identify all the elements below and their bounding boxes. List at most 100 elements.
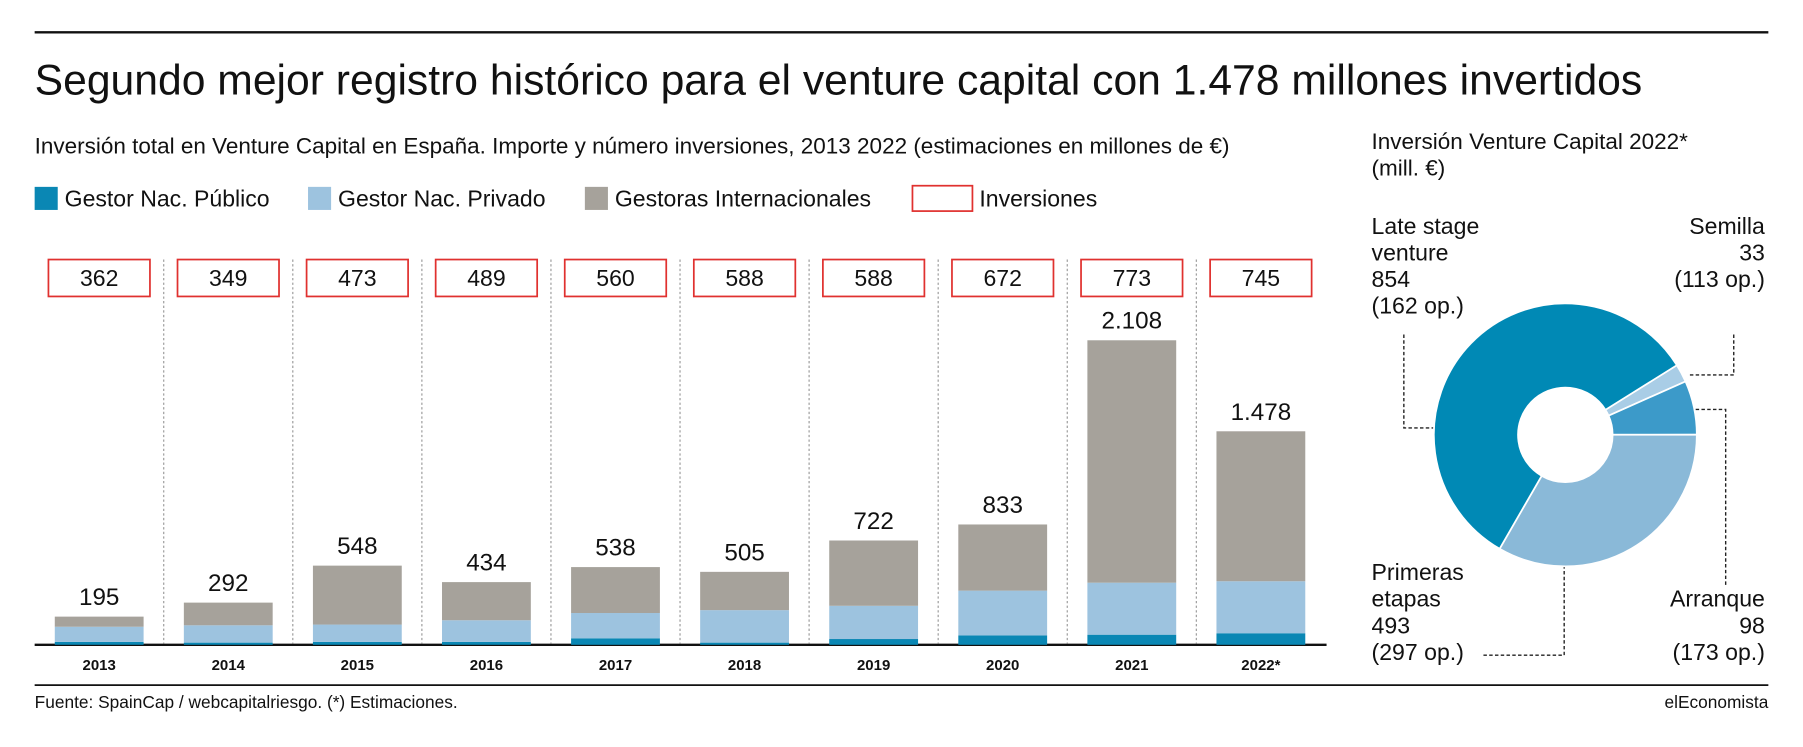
pie-label-ops: (113 op.)	[1674, 267, 1765, 293]
bar-segment	[700, 571, 789, 611]
bar-segment	[183, 642, 273, 645]
bar-segment	[1087, 340, 1177, 583]
inversiones-box	[47, 258, 151, 298]
inversiones-box	[822, 258, 926, 298]
inversiones-box	[1209, 258, 1313, 298]
leader-line	[1695, 408, 1727, 585]
legend-label: Inversiones	[979, 185, 1097, 211]
pie-label-ops: (297 op.)	[1371, 640, 1464, 666]
inversiones-label: 773	[1113, 265, 1151, 291]
pie-label-name: Late stage venture	[1371, 214, 1480, 267]
bar-segment	[700, 642, 789, 645]
inversiones-label: 489	[467, 265, 505, 291]
bar-segment	[571, 613, 660, 639]
bar-chart-title: Inversión total en Venture Capital en Es…	[35, 133, 1230, 158]
total-label: 722	[853, 508, 893, 535]
bar-segment	[1216, 581, 1306, 634]
bar-segment	[829, 639, 919, 645]
legend-label: Gestoras Internacionales	[615, 185, 871, 211]
bar-segment	[183, 625, 273, 643]
bar-segment	[829, 540, 919, 606]
inversiones-box	[434, 258, 539, 298]
bar-segment	[54, 626, 144, 642]
pie-label-value: 98	[1739, 613, 1765, 640]
inversiones-label: 588	[725, 265, 763, 291]
x-tick-label: 2017	[599, 657, 632, 674]
x-tick-label: 2020	[986, 657, 1019, 674]
pie-label: Arranque 98 (173 op.)	[1592, 587, 1765, 667]
bar-segment	[1087, 582, 1177, 635]
inversiones-label: 560	[596, 265, 634, 291]
total-label: 292	[208, 570, 248, 597]
pie-slice	[1433, 302, 1679, 550]
legend-label: Gestor Nac. Privado	[338, 185, 546, 211]
bar-segment	[312, 624, 402, 642]
bar-segment	[958, 590, 1048, 636]
total-label: 195	[79, 584, 119, 611]
pie-label-ops: (162 op.)	[1371, 294, 1464, 320]
bar-segment	[183, 602, 273, 626]
bar-segment	[1087, 634, 1177, 645]
total-label: 1.478	[1231, 399, 1292, 426]
inversiones-box	[1080, 258, 1184, 298]
total-label: 505	[724, 539, 764, 566]
inversiones-label: 672	[983, 265, 1021, 291]
pie-label-value: 493	[1371, 613, 1411, 640]
bar-segment	[54, 641, 144, 645]
bar-segment	[829, 605, 919, 640]
x-tick-label: 2022*	[1241, 657, 1280, 674]
x-tick-label: 2021	[1115, 657, 1148, 674]
legend-label: Gestor Nac. Público	[65, 185, 270, 211]
inversiones-box	[176, 258, 280, 298]
bar-segment	[571, 638, 660, 645]
bar-segment	[54, 616, 144, 627]
pie-label-name: Primeras etapas	[1371, 560, 1464, 613]
inversiones-box	[951, 258, 1055, 298]
pie-label-value: 854	[1371, 267, 1411, 293]
inversiones-label: 362	[80, 265, 118, 291]
pie-label-ops: (173 op.)	[1672, 640, 1765, 666]
bar-segment	[442, 641, 531, 645]
brand: elEconomista	[1665, 692, 1769, 712]
inversiones-box	[692, 258, 797, 298]
legend-swatch	[584, 186, 608, 210]
bar-segment	[1216, 633, 1306, 645]
legend-swatch	[911, 184, 974, 212]
bar-segment	[442, 582, 531, 621]
inversiones-label: 745	[1242, 265, 1280, 291]
pie-label-value: 33	[1739, 241, 1765, 267]
total-label: 548	[337, 533, 377, 560]
legend-swatch	[34, 186, 58, 210]
bar-segment	[958, 635, 1048, 645]
bar-segment	[312, 641, 402, 645]
leader-line	[1403, 334, 1434, 429]
inversiones-label: 473	[338, 265, 376, 291]
leader-lines	[1403, 334, 1735, 656]
inversiones-box	[563, 258, 668, 298]
total-label: 434	[466, 550, 506, 577]
bar-segment	[442, 620, 531, 642]
headline: Segundo mejor registro histórico para el…	[35, 57, 1643, 105]
x-tick-label: 2013	[83, 657, 116, 674]
x-tick-label: 2015	[341, 657, 374, 674]
bar-segment	[958, 524, 1048, 591]
legend-swatch	[308, 186, 332, 210]
x-tick-label: 2014	[212, 657, 246, 674]
bar-segment	[312, 565, 402, 625]
bar-segment	[700, 610, 789, 643]
leader-line	[1482, 565, 1565, 656]
pie-title: Inversión Venture Capital 2022* (mill. €…	[1371, 129, 1688, 182]
pie-label: Semilla 33 (113 op.)	[1592, 215, 1765, 295]
inversiones-label: 588	[854, 265, 892, 291]
pie-title-box: Inversión Venture Capital 2022* (mill. €…	[1371, 129, 1688, 182]
source: Fuente: SpainCap / webcapitalriesgo. (*)…	[35, 692, 458, 712]
inversiones-label: 349	[209, 265, 247, 291]
x-tick-label: 2016	[470, 657, 503, 674]
pie-label-name: Arranque	[1669, 587, 1765, 613]
pie-label: Primeras etapas 493 (297 op.)	[1372, 561, 1499, 667]
